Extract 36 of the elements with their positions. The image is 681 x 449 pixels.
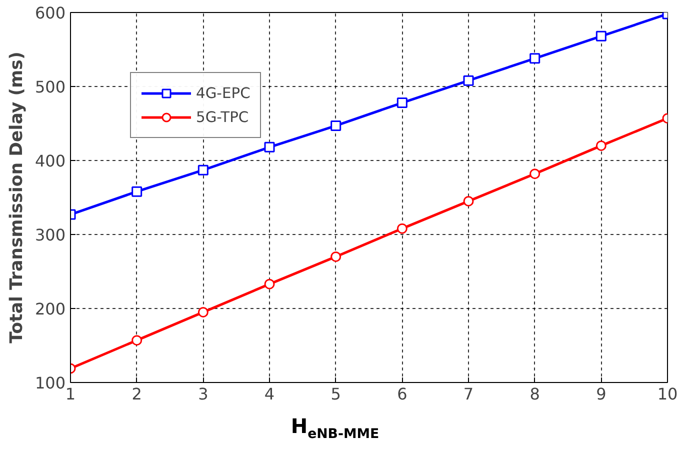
point bbox=[463, 196, 474, 206]
point bbox=[463, 75, 474, 86]
point bbox=[330, 120, 342, 131]
y-axis-title: Total Transmission Delay (ms) bbox=[6, 52, 27, 344]
y-tick-label: 300 bbox=[34, 226, 66, 244]
point bbox=[596, 140, 606, 151]
y-tick-label: 600 bbox=[34, 4, 66, 22]
x-tick-label: 6 bbox=[397, 384, 408, 404]
y-tick-label: 500 bbox=[34, 78, 66, 96]
x-tick-label: 4 bbox=[264, 384, 275, 404]
x-tick-label: 2 bbox=[132, 384, 142, 404]
y-tick-label: 200 bbox=[34, 300, 66, 318]
point bbox=[132, 335, 142, 346]
x-tick-label: 8 bbox=[530, 384, 540, 404]
point bbox=[396, 223, 408, 234]
point bbox=[264, 278, 275, 290]
y-tick-label: 400 bbox=[34, 152, 66, 170]
point bbox=[396, 98, 408, 108]
x-tick-label: 10 bbox=[657, 384, 678, 404]
point bbox=[264, 142, 275, 152]
x-tick-label: 9 bbox=[596, 384, 606, 404]
x-tick-label: 7 bbox=[463, 384, 474, 404]
x-axis-title: H$_{eNB-MME}$ bbox=[290, 413, 380, 444]
x-tick-label: 5 bbox=[330, 384, 341, 404]
x-tick-label: 1 bbox=[65, 384, 76, 404]
y-tick-label: 100 bbox=[34, 374, 66, 392]
point bbox=[330, 251, 342, 262]
legend-label: 5G-TPC bbox=[196, 108, 249, 126]
x-tick-label: 3 bbox=[198, 384, 208, 404]
point bbox=[132, 186, 142, 197]
legend-label: 4G-EPC bbox=[196, 84, 250, 102]
point bbox=[596, 30, 606, 42]
point bbox=[530, 53, 540, 64]
point bbox=[530, 168, 540, 180]
point bbox=[198, 306, 208, 318]
point bbox=[198, 164, 208, 176]
